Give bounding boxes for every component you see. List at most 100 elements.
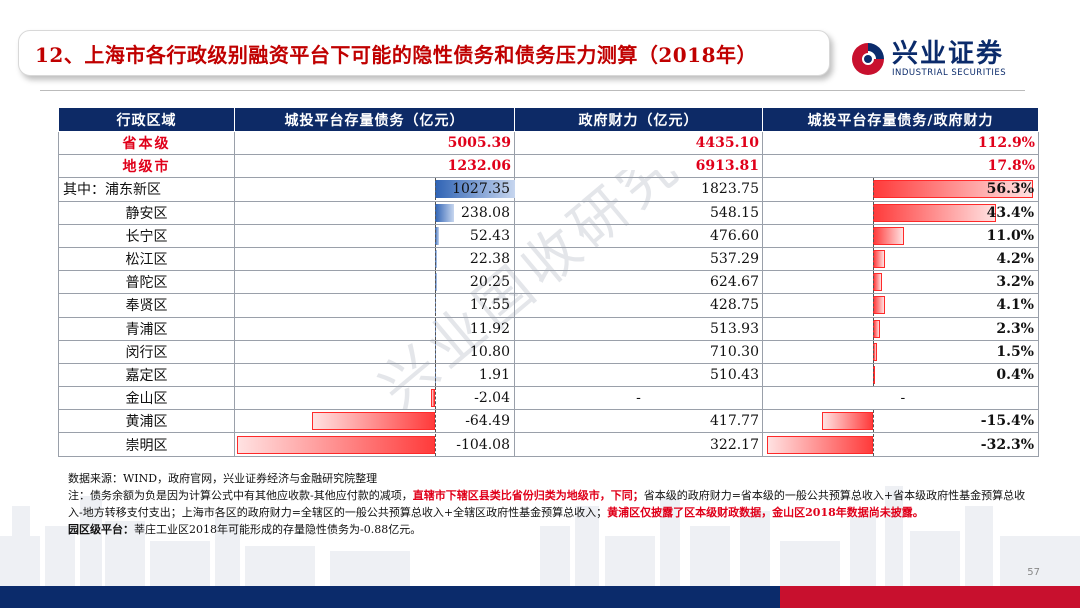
- debt-bar-wrap: 11.92: [235, 317, 514, 340]
- ratio-zero-axis: [873, 340, 874, 363]
- debt-zero-axis: [435, 294, 436, 317]
- page-title: 12、上海市各行政级别融资平台下可能的隐性债务和债务压力测算（2018年）: [35, 42, 757, 67]
- debt-table: 行政区域 城投平台存量债务（亿元） 政府财力（亿元） 城投平台存量债务/政府财力…: [58, 107, 1039, 457]
- ratio-bar: [873, 250, 885, 269]
- region-cell: 金山区: [58, 386, 235, 411]
- debt-bar-wrap: 1027.35: [235, 178, 515, 201]
- debt-cell: -64.49: [234, 409, 515, 434]
- footnote-part-a: 注：债务余额为负是因为计算公式中有其他应收款-其他应付款的减项，: [68, 489, 413, 502]
- ratio-zero-axis: [873, 410, 874, 433]
- fiscal-cell: 548.15: [514, 201, 763, 225]
- ratio-zero-axis: [873, 178, 874, 201]
- debt-cell: 11.92: [234, 317, 515, 341]
- footnote-part-c: 省本级的政府财力=省本级的一般公共预算总收入+省本级政府性基金预算总收入-地方转…: [68, 489, 1026, 519]
- region-cell: 闵行区: [58, 340, 235, 364]
- footer-bar-red: [780, 586, 1080, 608]
- debt-value: -64.49: [465, 413, 510, 430]
- ratio-cell: 11.0%: [762, 224, 1039, 248]
- ratio-zero-axis: [873, 201, 874, 224]
- region-cell: 长宁区: [58, 224, 235, 248]
- debt-zero-axis: [435, 387, 436, 410]
- region-cell: 嘉定区: [58, 363, 235, 388]
- debt-bar-wrap: 22.38: [235, 248, 514, 271]
- logo-text-cn: 兴业证券: [892, 39, 1005, 69]
- debt-cell: 5005.39: [234, 131, 515, 156]
- ratio-cell: -15.4%: [762, 409, 1039, 434]
- debt-value: 1027.35: [452, 181, 510, 198]
- title-box: 12、上海市各行政级别融资平台下可能的隐性债务和债务压力测算（2018年）: [18, 30, 830, 76]
- debt-value: 20.25: [469, 274, 510, 291]
- ratio-value: 4.1%: [996, 297, 1034, 314]
- debt-bar-wrap: -2.04: [235, 387, 514, 410]
- park-text: 莘庄工业区2018年可能形成的存量隐性债务为-0.88亿元。: [134, 523, 422, 536]
- district-row: 金山区 -2.04- -: [58, 386, 1039, 411]
- district-row: 长宁区 52.43 476.60 11.0%: [58, 224, 1039, 248]
- district-row: 其中：浦东新区 1027.35 1823.75 56.3%: [58, 177, 1039, 202]
- ratio-value: 1.5%: [996, 343, 1034, 360]
- debt-value: 17.55: [469, 297, 510, 314]
- footnote-part-b: 直辖市下辖区县类比省份归类为地级市，下同；: [412, 489, 644, 502]
- debt-value: 11.92: [469, 320, 510, 337]
- debt-cell: 52.43: [234, 224, 515, 248]
- district-row: 嘉定区 1.91 510.43 0.4%: [58, 363, 1039, 388]
- debt-cell: 17.55: [234, 293, 515, 318]
- debt-cell: 22.38: [234, 247, 515, 272]
- debt-cell: -2.04: [234, 386, 515, 411]
- region-cell: 静安区: [58, 201, 235, 225]
- fiscal-cell: -: [514, 386, 763, 411]
- region-cell: 松江区: [58, 247, 235, 272]
- debt-bar-wrap: -64.49: [235, 410, 514, 433]
- debt-value: 22.38: [469, 251, 510, 268]
- ratio-bar: [873, 226, 905, 245]
- header-region: 行政区域: [58, 107, 235, 132]
- ratio-zero-axis: [873, 248, 874, 271]
- ratio-bar-wrap: 3.2%: [763, 271, 1038, 294]
- debt-zero-axis: [435, 363, 436, 386]
- ratio-value: 2.3%: [996, 320, 1034, 337]
- debt-zero-axis: [435, 271, 436, 294]
- debt-value: -2.04: [474, 390, 510, 407]
- fiscal-cell: 6913.81: [514, 154, 763, 179]
- debt-value: 52.43: [469, 227, 510, 244]
- debt-value: 10.80: [469, 343, 510, 360]
- summary-row: 省本级 5005.39 4435.10 112.9%: [58, 131, 1039, 156]
- footer-bar: [0, 586, 1080, 608]
- ratio-bar-wrap: 0.4%: [763, 363, 1038, 386]
- debt-bar: [435, 203, 454, 222]
- logo-mark-icon: [852, 43, 884, 75]
- debt-bar-wrap: 20.25: [235, 271, 514, 294]
- fiscal-cell: 417.77: [514, 409, 763, 434]
- ratio-bar: [873, 296, 885, 315]
- ratio-cell: 3.2%: [762, 270, 1039, 295]
- header-ratio: 城投平台存量债务/政府财力: [762, 107, 1039, 132]
- debt-cell: -104.08: [234, 432, 515, 457]
- ratio-bar: [873, 273, 883, 292]
- ratio-bar-wrap: -32.3%: [763, 433, 1038, 456]
- debt-cell: 1027.35: [234, 177, 515, 202]
- page-number: 57: [1027, 567, 1040, 578]
- debt-bar: [435, 180, 515, 199]
- ratio-cell: 1.5%: [762, 340, 1039, 364]
- logo-text-en: INDUSTRIAL SECURITIES: [892, 68, 1007, 78]
- debt-value: 1.91: [478, 366, 510, 383]
- debt-cell: 1.91: [234, 363, 515, 388]
- ratio-bar-wrap: 11.0%: [763, 224, 1038, 247]
- debt-bar-wrap: 17.55: [235, 294, 514, 317]
- header-divider: [40, 90, 1025, 91]
- fiscal-cell: 537.29: [514, 247, 763, 272]
- district-row: 奉贤区 17.55 428.75 4.1%: [58, 293, 1039, 318]
- debt-bar-wrap: 1.91: [235, 363, 514, 386]
- ratio-zero-axis: [873, 294, 874, 317]
- fiscal-cell: 1823.75: [514, 177, 763, 202]
- ratio-bar-wrap: 43.4%: [763, 201, 1038, 224]
- fiscal-cell: 428.75: [514, 293, 763, 318]
- debt-zero-axis: [435, 340, 436, 363]
- ratio-value: 0.4%: [996, 366, 1034, 383]
- table-header-row: 行政区域 城投平台存量债务（亿元） 政府财力（亿元） 城投平台存量债务/政府财力: [58, 107, 1039, 132]
- park-note: 园区级平台：莘庄工业区2018年可能形成的存量隐性债务为-0.88亿元。: [68, 521, 1033, 538]
- ratio-cell: 2.3%: [762, 317, 1039, 341]
- district-row: 闵行区 10.80 710.30 1.5%: [58, 340, 1039, 364]
- debt-zero-axis: [435, 317, 436, 340]
- ratio-cell: 112.9%: [762, 131, 1039, 156]
- footnote-part-d: 黄浦区仅披露了区本级财政数据，金山区2018年数据尚未披露。: [607, 506, 924, 519]
